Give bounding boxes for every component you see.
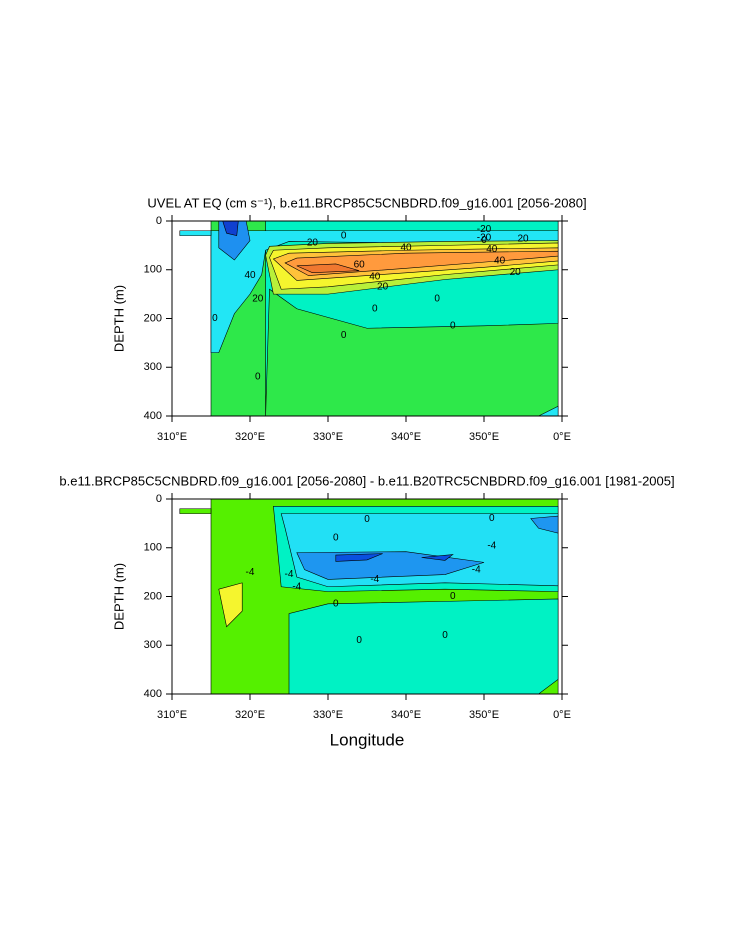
contour-label: -4 [370,574,379,585]
x-tick-label: 320°E [235,431,265,443]
y-tick-label: 400 [144,410,162,422]
contour-label: 20 [307,238,319,249]
chart-title: UVEL AT EQ (cm s⁻¹), b.e11.BRCP85C5CNBDR… [147,195,586,210]
contour-label: -20 [477,233,492,244]
contour-label: 20 [377,281,389,292]
y-tick-label: 100 [144,264,162,276]
contour-fill [335,553,383,562]
contour-fill [179,230,212,236]
contour-label: 40 [494,256,506,267]
contour-label: 40 [486,244,498,255]
contour-label: 0 [481,235,487,246]
x-tick-label: 320°E [235,709,265,721]
contour-label: 0 [442,630,448,641]
x-tick-label: 350°E [469,431,499,443]
contour-fill [530,515,559,534]
contour-fill [421,554,454,561]
contour-label: 0 [450,320,456,331]
contour-label: -4 [285,569,294,580]
contour-label: 0 [341,230,347,241]
contour-label: 0 [333,533,339,544]
y-tick-label: 300 [144,361,162,373]
contour-label: 0 [450,591,456,602]
chart-title: b.e11.BRCP85C5CNBDRD.f09_g16.001 [2056-2… [59,473,674,488]
y-tick-label: 400 [144,688,162,700]
contour-label: 20 [510,267,522,278]
contour-label: 0 [489,513,495,524]
x-tick-label: 0°E [553,431,571,443]
x-tick-label: 330°E [313,431,343,443]
x-tick-label: 310°E [157,709,187,721]
contour-label: -4 [472,564,481,575]
x-tick-label: 310°E [157,431,187,443]
contour-label: 40 [400,242,412,253]
contour-fill [296,263,360,273]
x-tick-label: 0°E [553,709,571,721]
x-tick-label: 350°E [469,709,499,721]
x-axis-label: Longitude [330,730,405,749]
contour-label: -4 [292,581,301,592]
contour-label: 0 [333,598,339,609]
contour-label: 0 [341,330,347,341]
contour-label: 0 [372,303,378,314]
contour-fill [218,582,243,628]
contour-label: 40 [369,272,381,283]
contour-label: 0 [364,514,370,525]
y-axis-label: DEPTH (m) [111,285,126,352]
y-tick-label: 0 [156,493,162,505]
contour-label: -20 [477,224,492,235]
y-tick-label: 200 [144,312,162,324]
contour-label: 60 [354,260,366,271]
x-tick-label: 330°E [313,709,343,721]
y-tick-label: 0 [156,215,162,227]
contour-label: 40 [244,270,256,281]
contour-fill [179,508,212,514]
contour-label: 0 [212,313,218,324]
y-tick-label: 200 [144,590,162,602]
y-axis-label: DEPTH (m) [111,563,126,630]
x-tick-label: 340°E [391,709,421,721]
y-tick-label: 100 [144,542,162,554]
contour-label: 0 [255,372,261,383]
contour-label: 20 [517,234,529,245]
contour-fill [288,598,559,695]
contour-label: 0 [356,635,362,646]
contour-label: 0 [434,294,440,305]
x-tick-label: 340°E [391,431,421,443]
contour-label: -4 [487,540,496,551]
y-tick-label: 300 [144,639,162,651]
contour-label: -4 [246,567,255,578]
contour-label: 20 [252,294,264,305]
